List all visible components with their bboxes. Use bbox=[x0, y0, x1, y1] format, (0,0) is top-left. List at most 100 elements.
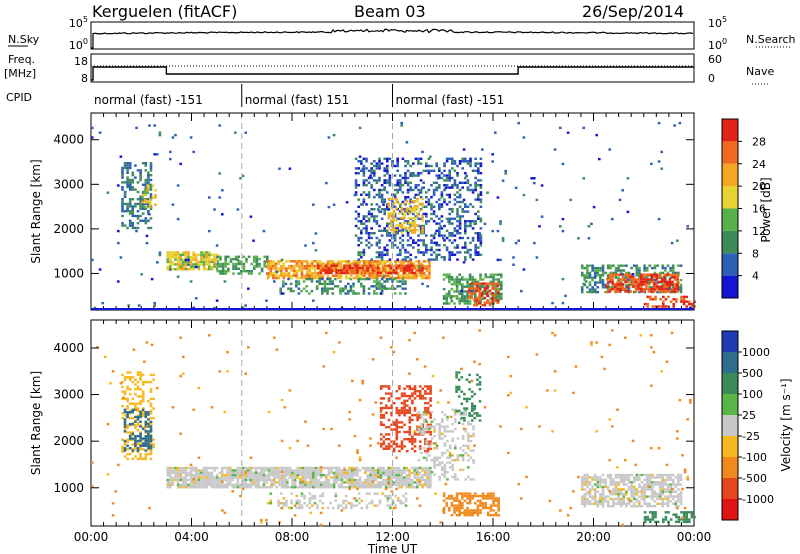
velocity-cell bbox=[312, 478, 315, 482]
velocity-cell bbox=[387, 387, 391, 390]
power-cell bbox=[401, 258, 405, 261]
velocity-cell bbox=[472, 449, 475, 452]
power-cell bbox=[318, 267, 322, 270]
power-cell bbox=[269, 267, 273, 270]
power-cell bbox=[380, 184, 384, 187]
power-cell bbox=[272, 260, 275, 263]
power-cell bbox=[258, 272, 261, 275]
velocity-cell bbox=[450, 504, 454, 507]
velocity-cell bbox=[144, 435, 148, 438]
power-cell bbox=[282, 282, 285, 286]
velocity-cell bbox=[340, 478, 344, 482]
velocity-cell bbox=[358, 486, 362, 489]
velocity-cell bbox=[408, 486, 411, 489]
power-cell bbox=[131, 214, 135, 218]
velocity-cell bbox=[134, 442, 137, 445]
velocity-cell bbox=[298, 504, 301, 507]
velocity-cell bbox=[469, 449, 473, 452]
power-cell bbox=[197, 253, 201, 256]
power-cell bbox=[669, 300, 673, 303]
power-cell bbox=[500, 275, 503, 279]
power-cell bbox=[453, 160, 457, 163]
power-cell bbox=[533, 241, 536, 245]
power-cell bbox=[663, 287, 666, 291]
power-cell bbox=[458, 278, 461, 281]
power-cell bbox=[182, 263, 185, 266]
power-cell bbox=[258, 265, 261, 268]
power-cell bbox=[382, 266, 385, 270]
power-cell bbox=[380, 253, 384, 256]
power-cell bbox=[386, 260, 390, 263]
power-cell bbox=[406, 232, 410, 235]
velocity-cell bbox=[358, 478, 362, 482]
power-cell bbox=[604, 286, 607, 289]
velocity-cell bbox=[131, 431, 135, 434]
power-cell bbox=[496, 289, 500, 292]
velocity-cell bbox=[144, 420, 148, 423]
power-cell bbox=[658, 275, 661, 279]
velocity-cell bbox=[433, 427, 436, 431]
power-cell bbox=[392, 219, 396, 222]
velocity-cell bbox=[426, 387, 430, 390]
power-cell bbox=[458, 160, 462, 163]
power-cell bbox=[221, 213, 224, 216]
power-cell bbox=[467, 287, 471, 290]
power-cell bbox=[412, 241, 415, 244]
power-cell bbox=[663, 285, 666, 288]
velocity-cell bbox=[171, 466, 175, 470]
power-cell bbox=[134, 226, 137, 230]
velocity-cell bbox=[443, 435, 447, 438]
power-cell bbox=[143, 198, 147, 202]
power-cell bbox=[479, 193, 483, 196]
velocity-cell bbox=[398, 414, 401, 417]
velocity-cell bbox=[139, 376, 142, 379]
power-cell bbox=[577, 237, 580, 240]
velocity-cell bbox=[609, 481, 613, 484]
power-cell bbox=[445, 275, 448, 279]
velocity-cell bbox=[443, 466, 447, 469]
power-cell bbox=[662, 300, 665, 303]
velocity-cell bbox=[390, 404, 393, 407]
power-cell bbox=[464, 227, 467, 230]
power-cell bbox=[415, 269, 419, 272]
velocity-cell bbox=[403, 478, 406, 482]
power-cell bbox=[399, 174, 402, 177]
velocity-cell bbox=[435, 456, 439, 459]
velocity-cell bbox=[478, 414, 482, 417]
power-cell bbox=[147, 210, 150, 213]
velocity-cell bbox=[366, 483, 370, 486]
velocity-cell bbox=[403, 438, 406, 441]
velocity-cell bbox=[461, 413, 465, 416]
power-cell bbox=[266, 267, 270, 270]
power-cell bbox=[415, 260, 418, 263]
power-cell bbox=[360, 260, 364, 263]
velocity-cell bbox=[429, 390, 432, 393]
velocity-cell bbox=[395, 411, 399, 414]
power-cell bbox=[410, 209, 414, 213]
power-cell bbox=[456, 229, 459, 232]
power-cell bbox=[144, 164, 148, 167]
velocity-cell bbox=[366, 486, 370, 489]
power-cell bbox=[399, 205, 402, 208]
power-cell bbox=[350, 269, 354, 272]
velocity-cell bbox=[429, 474, 432, 477]
power-cell bbox=[593, 288, 597, 291]
velocity-cell bbox=[387, 392, 391, 395]
velocity-cell bbox=[416, 416, 419, 419]
velocity-cell bbox=[417, 471, 421, 474]
power-cell bbox=[448, 222, 451, 225]
velocity-cell bbox=[244, 478, 247, 482]
power-cell bbox=[266, 255, 269, 258]
power-cell bbox=[134, 214, 137, 218]
velocity-cell bbox=[342, 506, 345, 510]
power-cell bbox=[425, 267, 429, 270]
power-cell bbox=[272, 262, 275, 265]
power-cell bbox=[383, 276, 387, 280]
velocity-cell bbox=[382, 385, 386, 388]
velocity-cell bbox=[385, 433, 388, 436]
velocity-cell bbox=[273, 483, 276, 486]
power-cell bbox=[192, 251, 195, 254]
velocity-cell bbox=[387, 433, 391, 436]
power-cell bbox=[442, 287, 446, 291]
velocity-cell bbox=[231, 469, 234, 472]
